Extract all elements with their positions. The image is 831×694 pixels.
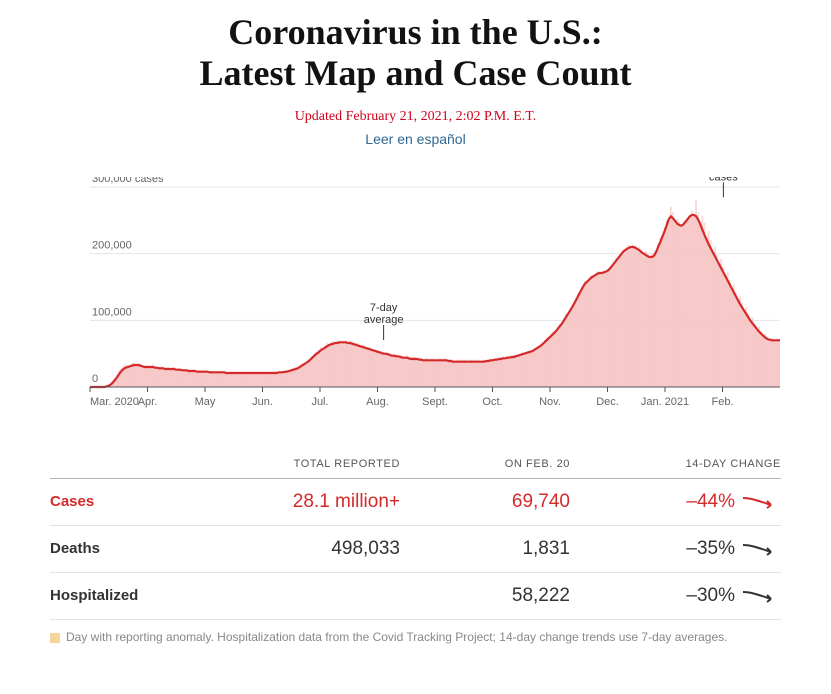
- svg-text:300,000 cases: 300,000 cases: [92, 177, 164, 185]
- row-label: Deaths: [50, 540, 200, 557]
- footnote-text: Day with reporting anomaly. Hospitalizat…: [66, 630, 727, 644]
- trend-down-icon: [741, 589, 781, 603]
- th-ondate: ON FEB. 20: [400, 458, 570, 470]
- svg-text:Feb.: Feb.: [711, 396, 733, 408]
- svg-text:200,000: 200,000: [92, 239, 132, 251]
- spanish-link[interactable]: Leer en español: [365, 131, 465, 147]
- row-label: Hospitalized: [50, 587, 200, 604]
- chart-svg: 0 100,000 200,000 300,000 cases Mar. 2020Apr…: [50, 177, 780, 427]
- row-ondate: 58,222: [400, 585, 570, 607]
- change-value: –30%: [686, 585, 735, 607]
- updated-timestamp: Updated February 21, 2021, 2:02 P.M. E.T…: [50, 109, 781, 125]
- change-value: –44%: [686, 491, 735, 513]
- row-label: Cases: [50, 493, 200, 510]
- row-ondate: 1,831: [400, 538, 570, 560]
- row-ondate: 69,740: [400, 491, 570, 513]
- table-row: Deaths498,0331,831 –35%: [50, 526, 781, 573]
- trend-down-icon: [741, 542, 781, 556]
- cases-chart: 0 100,000 200,000 300,000 cases Mar. 2020Apr…: [50, 177, 781, 432]
- footnote: Day with reporting anomaly. Hospitalizat…: [50, 630, 781, 644]
- trend-down-icon: [741, 495, 781, 509]
- svg-text:0: 0: [92, 373, 98, 385]
- row-change: –44%: [570, 491, 781, 513]
- row-total: 498,033: [200, 538, 400, 560]
- svg-text:Oct.: Oct.: [482, 396, 502, 408]
- svg-text:Jan. 2021: Jan. 2021: [641, 396, 689, 408]
- svg-text:Mar. 2020: Mar. 2020: [90, 396, 139, 408]
- title-line-1: Coronavirus in the U.S.:: [228, 12, 602, 52]
- svg-text:Sept.: Sept.: [422, 396, 448, 408]
- table-row: Hospitalized 58,222 –30%: [50, 573, 781, 620]
- svg-text:Apr.: Apr.: [138, 396, 158, 408]
- svg-text:Nov.: Nov.: [539, 396, 561, 408]
- change-value: –35%: [686, 538, 735, 560]
- row-total: 28.1 million+: [200, 491, 400, 513]
- svg-text:Jul.: Jul.: [311, 396, 328, 408]
- title-line-2: Latest Map and Case Count: [199, 53, 631, 93]
- svg-text:Jun.: Jun.: [252, 396, 273, 408]
- table-header-row: TOTAL REPORTED ON FEB. 20 14-DAY CHANGE: [50, 450, 781, 479]
- page-title: Coronavirus in the U.S.: Latest Map and …: [50, 12, 781, 95]
- svg-text:May: May: [195, 396, 216, 408]
- stats-table: TOTAL REPORTED ON FEB. 20 14-DAY CHANGE …: [50, 450, 781, 620]
- row-change: –30%: [570, 585, 781, 607]
- svg-text:7-day: 7-day: [370, 302, 398, 314]
- th-total: TOTAL REPORTED: [200, 458, 400, 470]
- svg-text:Aug.: Aug.: [366, 396, 389, 408]
- table-row: Cases28.1 million+69,740 –44%: [50, 479, 781, 526]
- svg-text:Dec.: Dec.: [596, 396, 619, 408]
- svg-text:100,000: 100,000: [92, 306, 132, 318]
- anomaly-swatch: [50, 633, 60, 643]
- svg-text:average: average: [364, 314, 404, 326]
- row-change: –35%: [570, 538, 781, 560]
- th-change: 14-DAY CHANGE: [570, 458, 781, 470]
